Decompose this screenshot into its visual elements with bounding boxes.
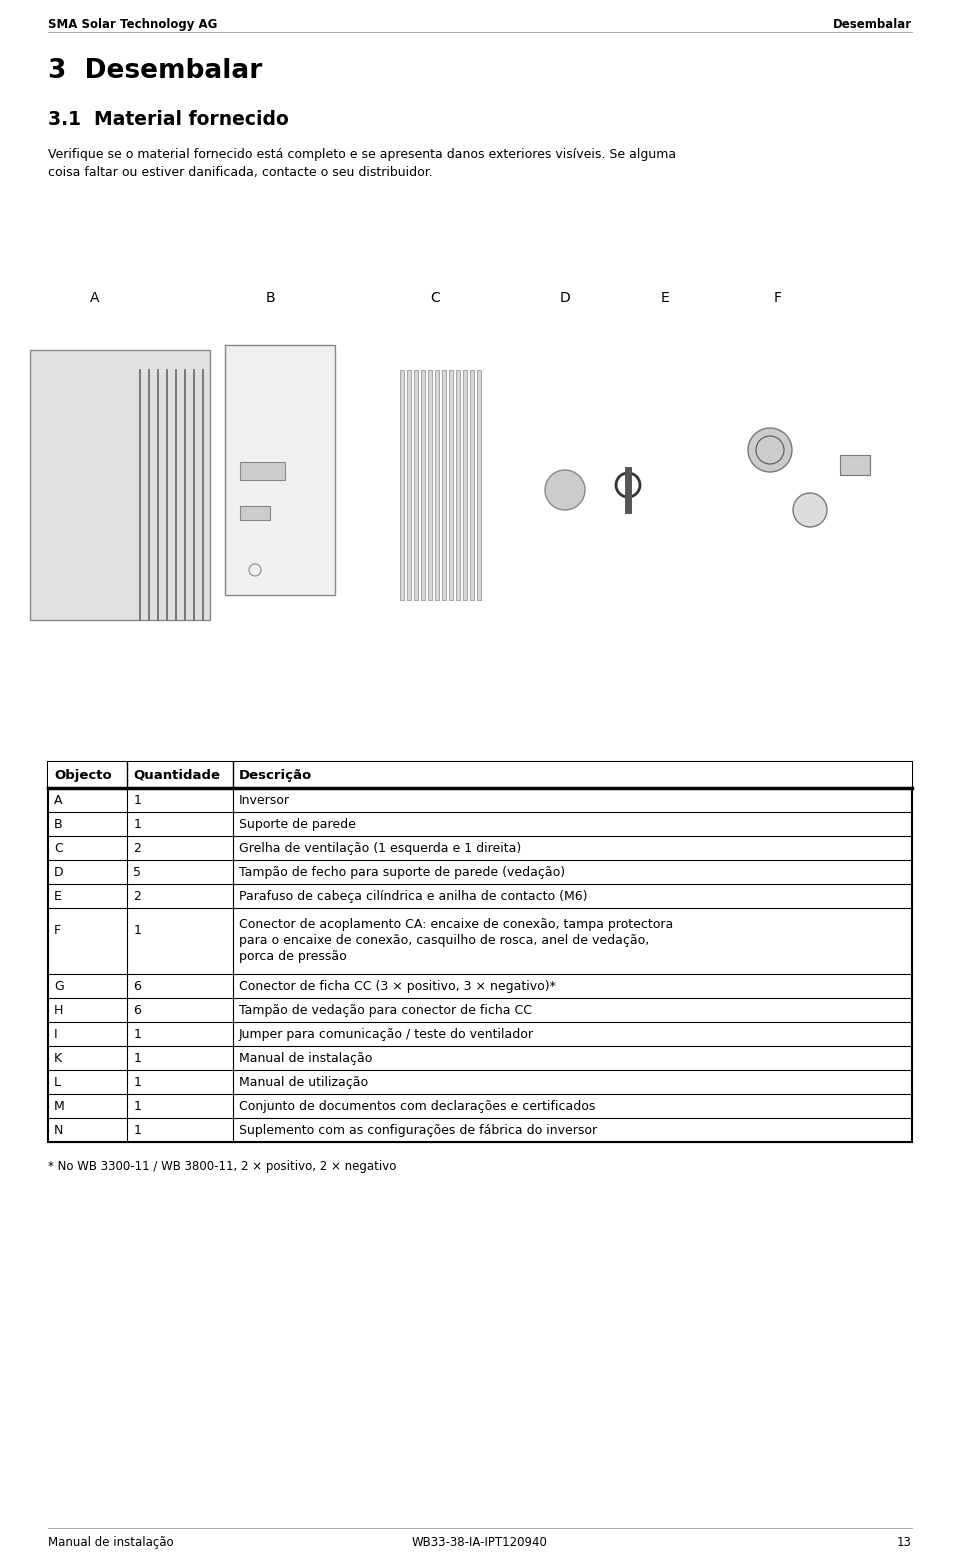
- Text: 6: 6: [133, 981, 141, 993]
- Text: 1: 1: [133, 1099, 141, 1114]
- Bar: [30, 350, 210, 619]
- Bar: [449, 371, 453, 601]
- Bar: [463, 371, 467, 601]
- Text: Tampão de fecho para suporte de parede (vedação): Tampão de fecho para suporte de parede (…: [239, 866, 565, 879]
- Text: G: G: [54, 981, 63, 993]
- Text: E: E: [54, 890, 61, 902]
- Text: F: F: [774, 291, 782, 305]
- Text: D: D: [560, 291, 570, 305]
- Text: 2: 2: [133, 890, 141, 902]
- Text: * No WB 3300-11 / WB 3800-11, 2 × positivo, 2 × negativo: * No WB 3300-11 / WB 3800-11, 2 × positi…: [48, 1160, 396, 1173]
- Bar: [477, 371, 481, 601]
- Text: Conector de acoplamento CA: encaixe de conexão, tampa protectora: Conector de acoplamento CA: encaixe de c…: [239, 918, 673, 931]
- Bar: [414, 371, 418, 601]
- Text: coisa faltar ou estiver danificada, contacte o seu distribuidor.: coisa faltar ou estiver danificada, cont…: [48, 166, 433, 178]
- Text: 1: 1: [133, 1076, 141, 1089]
- Text: B: B: [265, 291, 275, 305]
- Text: Conector de ficha CC (3 × positivo, 3 × negativo)*: Conector de ficha CC (3 × positivo, 3 × …: [239, 981, 556, 993]
- Bar: [240, 507, 270, 519]
- Bar: [470, 371, 474, 601]
- Text: C: C: [430, 291, 440, 305]
- Text: Desembalar: Desembalar: [833, 19, 912, 31]
- Text: M: M: [54, 1099, 64, 1114]
- Bar: [225, 346, 335, 594]
- Text: Quantidade: Quantidade: [133, 768, 221, 782]
- Text: Descrição: Descrição: [239, 768, 312, 782]
- Text: H: H: [54, 1004, 63, 1017]
- Text: 1: 1: [133, 1028, 141, 1042]
- Bar: [48, 762, 912, 1142]
- Text: Conjunto de documentos com declarações e certificados: Conjunto de documentos com declarações e…: [239, 1099, 595, 1114]
- Text: 13: 13: [898, 1536, 912, 1548]
- Text: L: L: [54, 1076, 61, 1089]
- Text: 2: 2: [133, 841, 141, 856]
- Text: D: D: [54, 866, 63, 879]
- Text: 5: 5: [133, 866, 141, 879]
- Bar: [456, 371, 460, 601]
- Text: N: N: [54, 1125, 63, 1137]
- Bar: [428, 371, 432, 601]
- Text: 1: 1: [133, 795, 141, 807]
- Text: SMA Solar Technology AG: SMA Solar Technology AG: [48, 19, 217, 31]
- Circle shape: [748, 429, 792, 472]
- Text: B: B: [54, 818, 62, 830]
- Text: 6: 6: [133, 1004, 141, 1017]
- Text: K: K: [54, 1053, 62, 1065]
- Text: Jumper para comunicação / teste do ventilador: Jumper para comunicação / teste do venti…: [239, 1028, 534, 1042]
- Text: 1: 1: [133, 1053, 141, 1065]
- Text: Manual de instalação: Manual de instalação: [48, 1536, 174, 1548]
- Bar: [48, 762, 912, 788]
- Text: F: F: [54, 924, 61, 937]
- Bar: [442, 371, 446, 601]
- Text: 1: 1: [133, 1125, 141, 1137]
- Text: A: A: [54, 795, 62, 807]
- Bar: [840, 455, 870, 475]
- Text: Grelha de ventilação (1 esquerda e 1 direita): Grelha de ventilação (1 esquerda e 1 dir…: [239, 841, 521, 856]
- Text: C: C: [54, 841, 62, 856]
- Text: 3  Desembalar: 3 Desembalar: [48, 58, 262, 84]
- Bar: [435, 371, 439, 601]
- Text: Inversor: Inversor: [239, 795, 290, 807]
- Bar: [407, 371, 411, 601]
- Text: Verifique se o material fornecido está completo e se apresenta danos exteriores : Verifique se o material fornecido está c…: [48, 149, 676, 161]
- Text: Suplemento com as configurações de fábrica do inversor: Suplemento com as configurações de fábri…: [239, 1125, 597, 1137]
- Text: 3.1  Material fornecido: 3.1 Material fornecido: [48, 109, 289, 128]
- Bar: [400, 371, 404, 601]
- Bar: [421, 371, 425, 601]
- Text: Suporte de parede: Suporte de parede: [239, 818, 356, 830]
- Text: para o encaixe de conexão, casquilho de rosca, anel de vedação,: para o encaixe de conexão, casquilho de …: [239, 934, 649, 946]
- Bar: [240, 461, 285, 480]
- Text: Parafuso de cabeça cilíndrica e anilha de contacto (M6): Parafuso de cabeça cilíndrica e anilha d…: [239, 890, 588, 902]
- Text: Tampão de vedação para conector de ficha CC: Tampão de vedação para conector de ficha…: [239, 1004, 532, 1017]
- Text: 1: 1: [133, 818, 141, 830]
- Text: Manual de utilização: Manual de utilização: [239, 1076, 368, 1089]
- Circle shape: [793, 493, 827, 527]
- Text: E: E: [660, 291, 669, 305]
- Text: A: A: [90, 291, 100, 305]
- Text: 1: 1: [133, 924, 141, 937]
- Text: WB33-38-IA-IPT120940: WB33-38-IA-IPT120940: [412, 1536, 548, 1548]
- Circle shape: [545, 471, 585, 510]
- Text: porca de pressão: porca de pressão: [239, 949, 347, 963]
- Text: Manual de instalação: Manual de instalação: [239, 1053, 372, 1065]
- Text: I: I: [54, 1028, 58, 1042]
- Text: Objecto: Objecto: [54, 768, 111, 782]
